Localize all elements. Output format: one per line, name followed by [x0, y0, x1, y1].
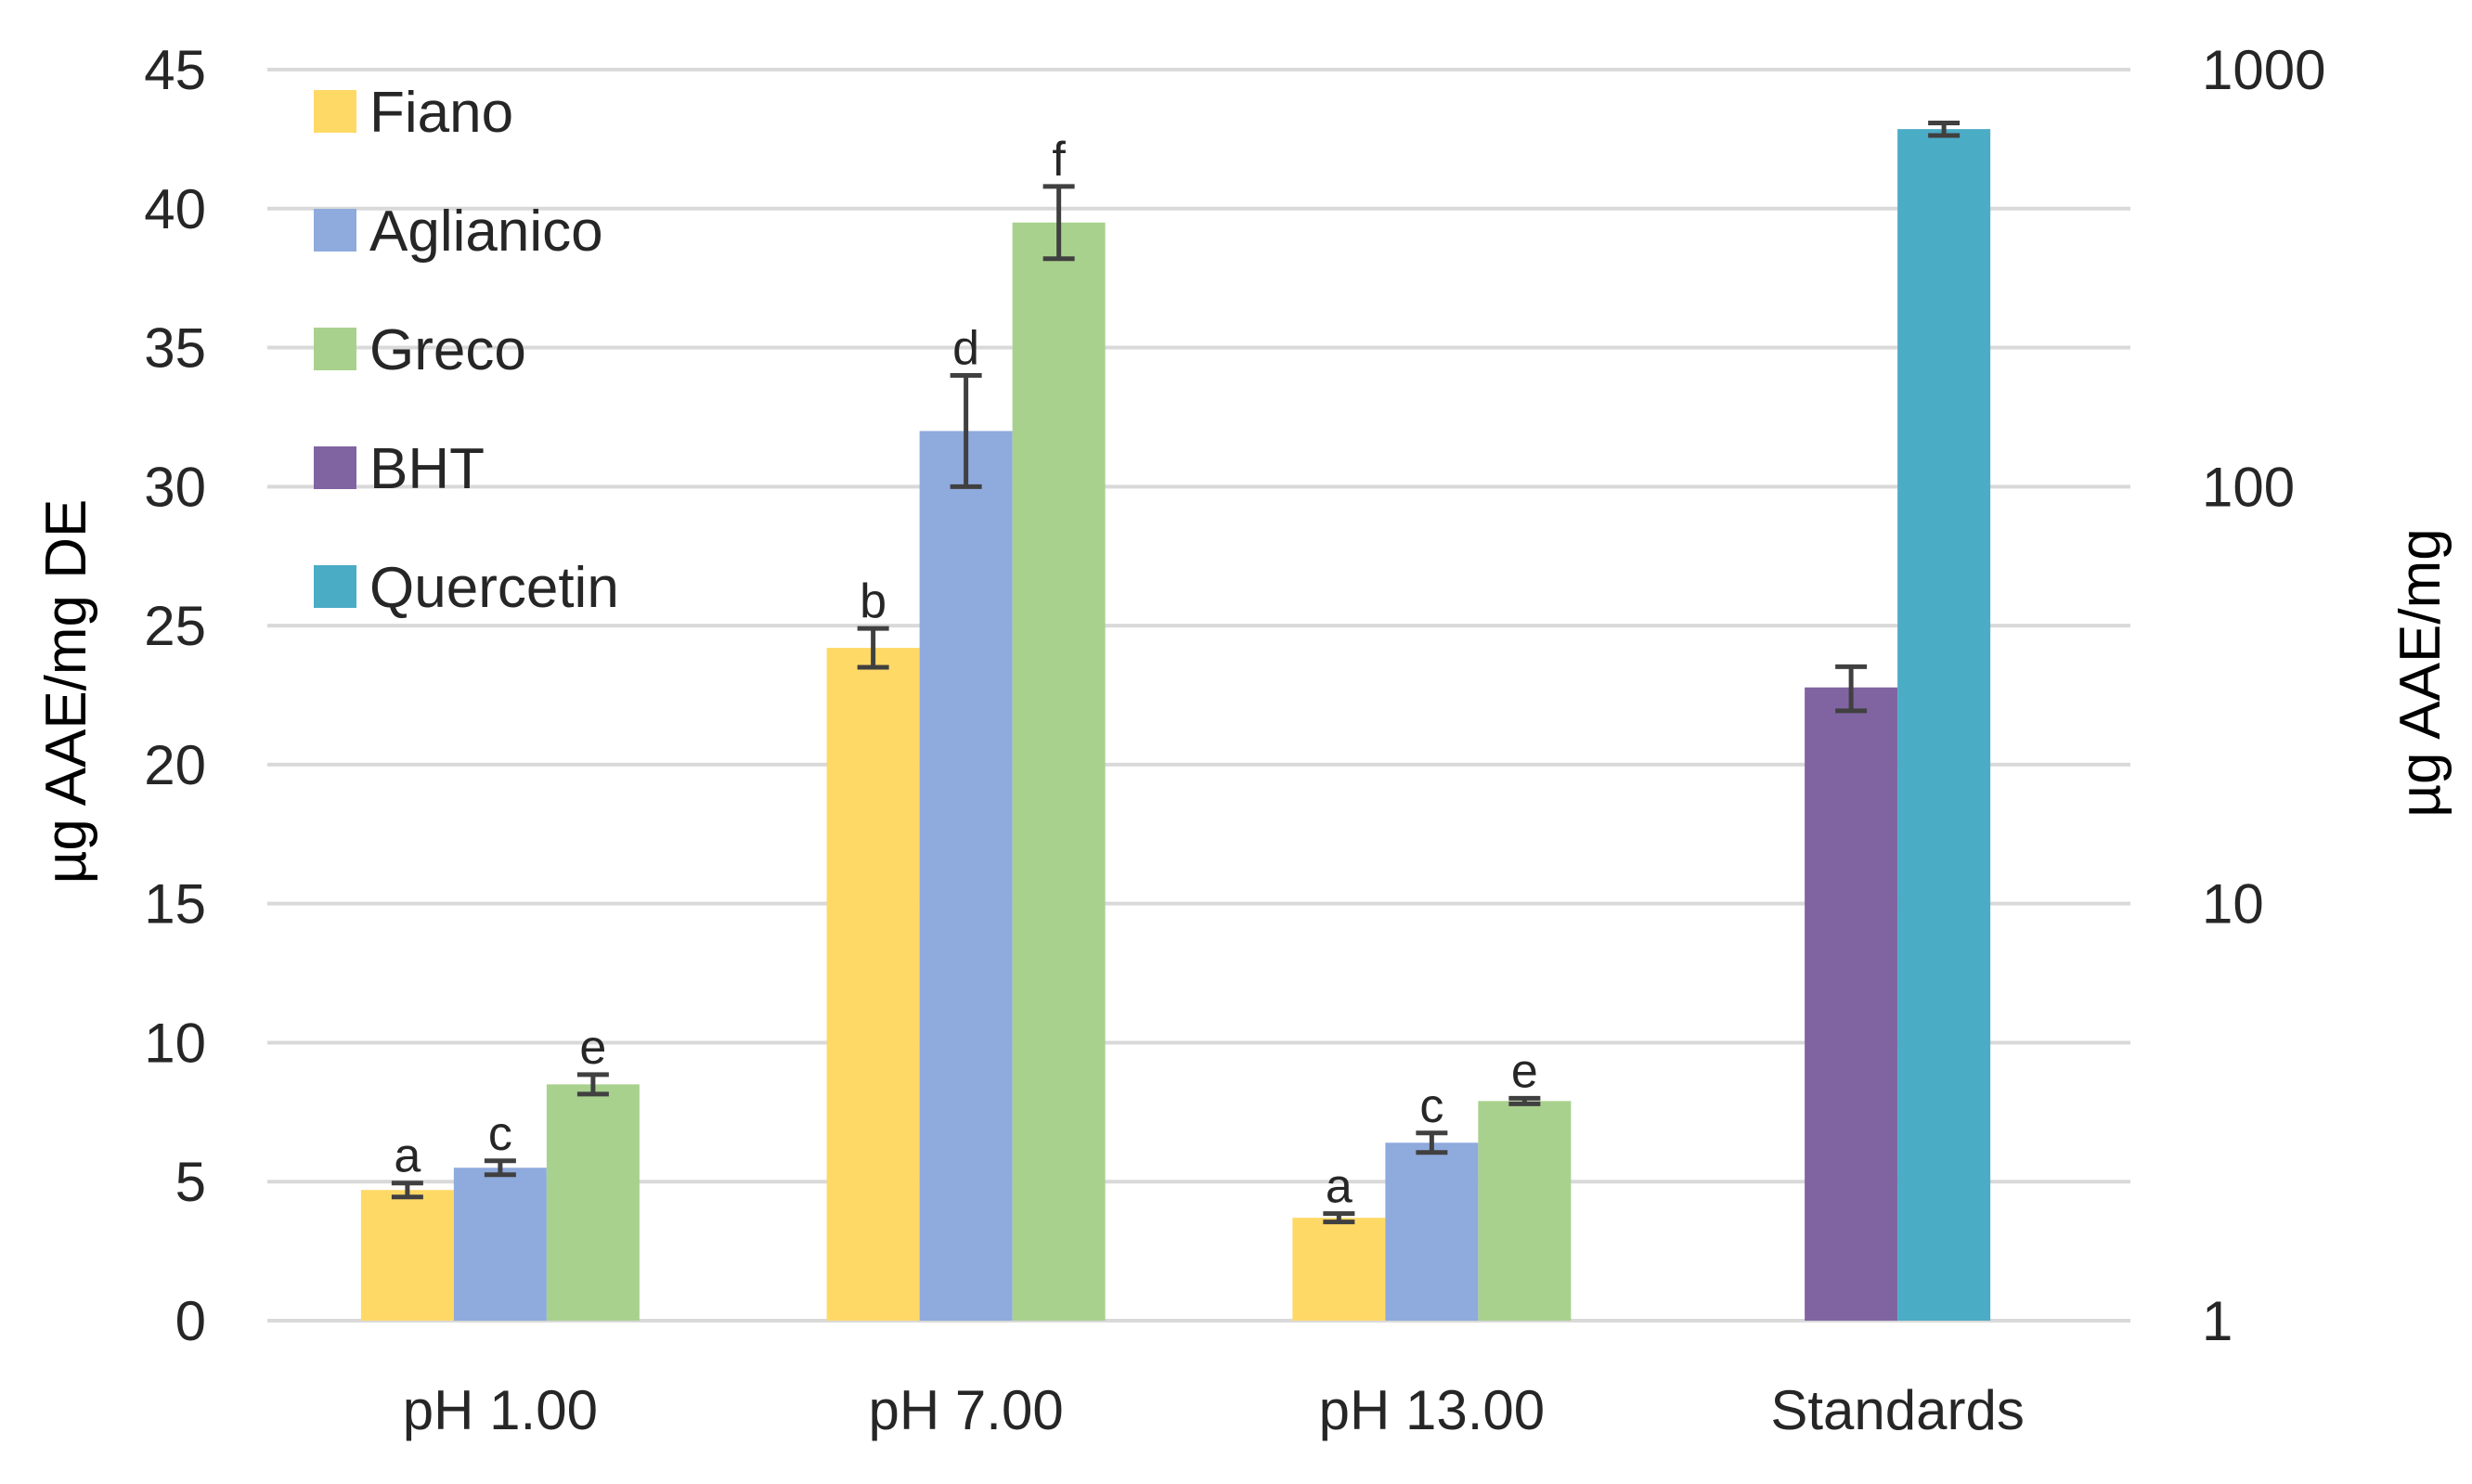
legend: Fiano Aglianico Greco BHT Quercetin — [314, 81, 619, 620]
category-tick-label: Standards — [1770, 1379, 2025, 1441]
error-bar — [950, 373, 982, 489]
left-axis-tick-label: 40 — [144, 178, 206, 240]
left-axis-title: µg AAE/mg DE — [34, 499, 98, 884]
legend-label: Quercetin — [369, 556, 619, 620]
significance-letter: c — [1419, 1079, 1443, 1133]
left-axis-tick-label: 35 — [144, 317, 206, 380]
legend-swatch-aglianico — [314, 209, 356, 252]
left-axis-tick-label: 25 — [144, 595, 206, 657]
significance-labels: a c e b d f a c e — [394, 133, 1537, 1214]
category-tick-label: pH 7.00 — [869, 1379, 1064, 1441]
left-axis-tick-label: 0 — [175, 1290, 206, 1352]
error-bar — [1508, 1095, 1541, 1106]
error-bar — [1042, 184, 1075, 262]
bar-fiano — [1292, 1218, 1386, 1321]
significance-letter: f — [1052, 133, 1066, 187]
category-tick-label: pH 13.00 — [1319, 1379, 1546, 1441]
error-bar — [1416, 1130, 1448, 1155]
significance-letter: e — [579, 1021, 606, 1075]
left-axis-tick-label: 10 — [144, 1012, 206, 1074]
bar-greco — [546, 1084, 640, 1321]
legend-label: Aglianico — [369, 200, 603, 264]
significance-letter: a — [1326, 1160, 1352, 1214]
bar-bht — [1805, 687, 1898, 1321]
right-axis-tick-label: 1 — [2202, 1290, 2233, 1352]
left-axis-tick-label: 5 — [175, 1151, 206, 1213]
bar-fiano — [826, 648, 920, 1321]
left-axis-tick-label: 45 — [144, 39, 206, 101]
error-bar — [1835, 664, 1868, 714]
legend-swatch-greco — [314, 328, 356, 370]
category-axis-ticks: pH 1.00 pH 7.00 pH 13.00 Standards — [403, 1379, 2025, 1441]
significance-letter: e — [1511, 1044, 1538, 1098]
right-axis-tick-label: 100 — [2202, 456, 2295, 518]
error-bar — [576, 1072, 609, 1097]
legend-label: Greco — [369, 318, 526, 382]
error-bar — [1928, 120, 1961, 138]
bar-aglianico — [1385, 1142, 1479, 1321]
significance-letter: d — [952, 322, 979, 376]
error-bar — [1323, 1211, 1355, 1225]
left-axis-tick-label: 30 — [144, 456, 206, 518]
bar-fiano — [360, 1190, 454, 1321]
legend-swatch-quercetin — [314, 565, 356, 608]
error-bars — [391, 120, 1961, 1225]
legend-label: BHT — [369, 437, 485, 501]
left-axis-ticks: 0 5 10 15 20 25 30 35 40 45 — [144, 39, 206, 1352]
bars — [360, 129, 1991, 1322]
category-tick-label: pH 1.00 — [403, 1379, 598, 1441]
bar-greco — [1478, 1101, 1572, 1321]
bar-aglianico — [453, 1168, 547, 1321]
bar-greco — [1012, 222, 1106, 1321]
left-axis-tick-label: 20 — [144, 734, 206, 796]
bar-aglianico — [919, 431, 1013, 1321]
legend-swatch-bht — [314, 446, 356, 489]
significance-letter: a — [394, 1129, 421, 1183]
legend-swatch-fiano — [314, 90, 356, 133]
left-axis-tick-label: 15 — [144, 873, 206, 936]
error-bar — [857, 626, 889, 670]
right-axis-tick-label: 1000 — [2202, 39, 2325, 101]
legend-label: Fiano — [369, 81, 513, 145]
error-bar — [391, 1181, 423, 1200]
bar-quercetin — [1897, 129, 1991, 1322]
right-axis-title: µg AAE/mg — [2388, 528, 2453, 817]
right-axis-tick-label: 10 — [2202, 873, 2264, 936]
error-bar — [484, 1158, 516, 1178]
significance-letter: c — [488, 1107, 512, 1161]
right-axis-ticks: 1 10 100 1000 — [2202, 39, 2325, 1352]
significance-letter: b — [860, 574, 887, 628]
